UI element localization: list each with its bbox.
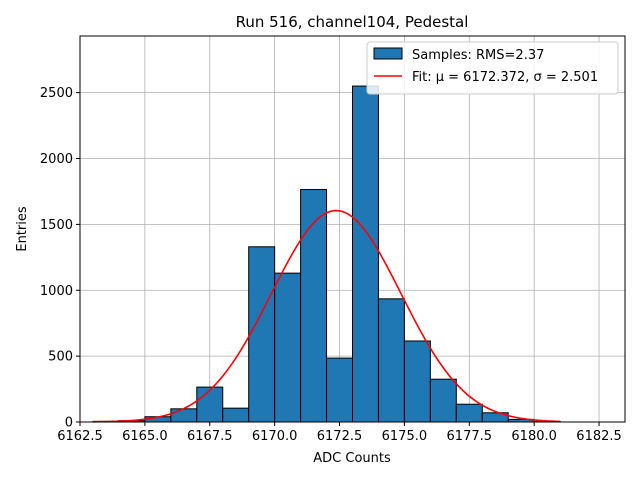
y-tick-label: 2500 (40, 86, 73, 101)
y-axis-label: Entries (15, 206, 30, 252)
legend-samples-swatch (373, 47, 403, 60)
histogram-bar (248, 246, 276, 423)
y-tick-label: 0 (65, 416, 73, 431)
legend-box (366, 41, 619, 95)
legend: Samples: RMS=2.37 Fit: μ = 6172.372, σ =… (366, 41, 619, 95)
fit-curve-layer (92, 209, 561, 423)
x-tick-label: 6165.0 (122, 429, 168, 444)
histogram-bar (326, 357, 353, 423)
y-tick-label: 1000 (40, 284, 73, 299)
x-axis-label: ADC Counts (313, 451, 391, 466)
x-tick-label: 6170.0 (252, 429, 298, 444)
x-tick-label: 6172.5 (317, 429, 363, 444)
histogram-bar (429, 378, 457, 423)
histogram-bar (455, 403, 483, 423)
y-axis-ticks: 0 500 1000 1500 2000 2500 (40, 86, 80, 431)
histogram-bar (222, 407, 250, 423)
fit-curve (92, 209, 561, 423)
x-tick-label: 6175.0 (382, 429, 428, 444)
histogram-bar (170, 408, 198, 423)
histogram-bar (300, 188, 328, 423)
x-tick-label: 6180.0 (511, 429, 557, 444)
x-axis-ticks: 6162.5 6165.0 6167.5 6170.0 6172.5 6175.0 6177… (57, 422, 622, 444)
x-tick-label: 6177.5 (447, 429, 493, 444)
legend-samples-label: Samples: RMS=2.37 (412, 48, 544, 63)
histogram-bar (377, 298, 405, 423)
legend-fit-label: Fit: μ = 6172.372, σ = 2.501 (412, 70, 598, 85)
chart-title: Run 516, channel104, Pedestal (236, 13, 469, 31)
histogram-bar (403, 340, 431, 423)
histogram-bar (274, 272, 302, 423)
x-tick-label: 6167.5 (187, 429, 233, 444)
y-tick-label: 1500 (40, 218, 73, 233)
x-tick-label: 6182.5 (576, 429, 622, 444)
histogram-bar (352, 85, 379, 423)
y-tick-label: 500 (48, 350, 73, 365)
x-tick-label: 6162.5 (57, 429, 103, 444)
y-tick-label: 2000 (40, 152, 73, 167)
plot-frame (79, 35, 626, 423)
histogram-bar (196, 386, 224, 423)
